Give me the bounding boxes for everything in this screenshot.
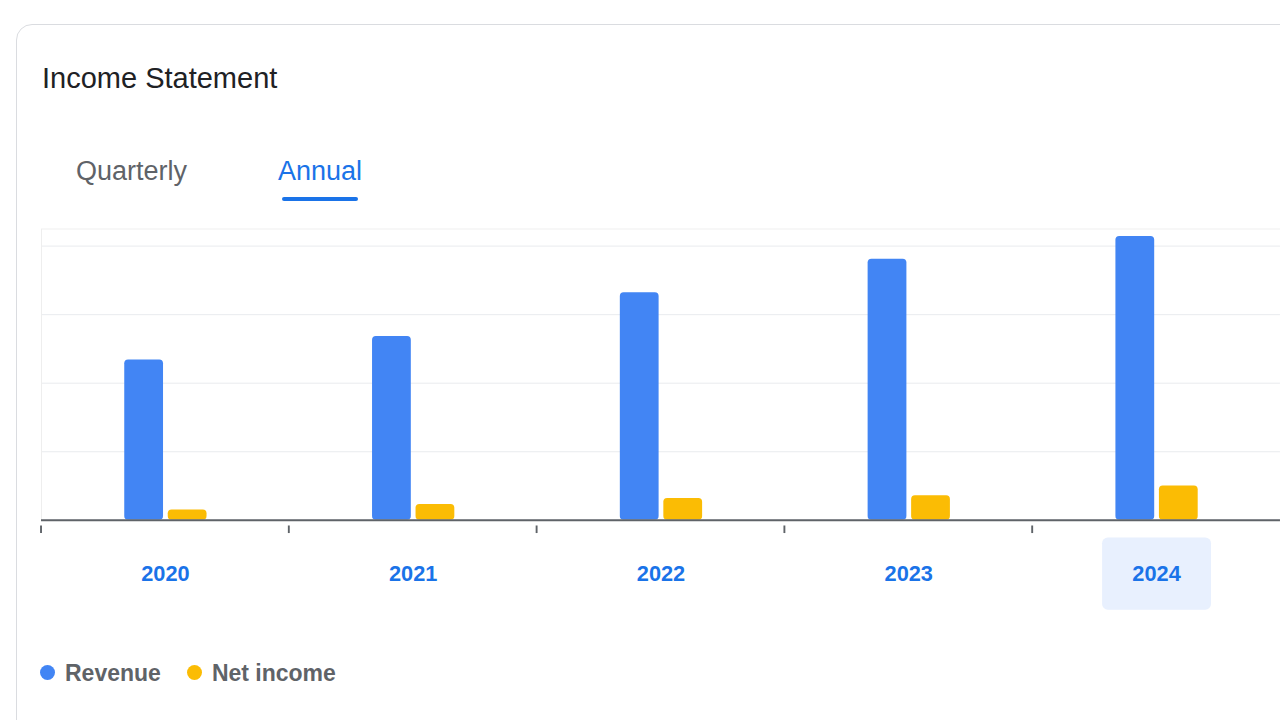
svg-text:2023: 2023 [885,561,933,586]
html-text:Revenue: Revenue [65,660,161,686]
html-text:Net income: Net income [211,660,336,686]
html-text:Annual: Annual [278,156,363,186]
svg-text:2020: 2020 [141,561,189,586]
html-text:Quarterly: Quarterly [76,156,187,186]
svg-text:2021: 2021 [389,561,437,586]
svg-text:2022: 2022 [637,561,685,586]
html-text:Income Statement: Income Statement [42,62,278,94]
svg-text:2024: 2024 [1132,561,1180,586]
